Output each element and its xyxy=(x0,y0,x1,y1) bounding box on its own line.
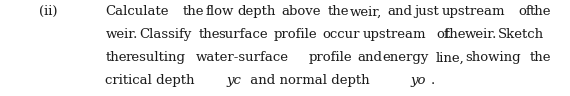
Text: Sketch: Sketch xyxy=(498,28,544,41)
Text: upstream: upstream xyxy=(363,28,426,41)
Text: upstream: upstream xyxy=(441,5,504,18)
Text: resulting: resulting xyxy=(126,51,186,64)
Text: the: the xyxy=(530,5,551,18)
Text: (ii): (ii) xyxy=(39,5,57,18)
Text: energy: energy xyxy=(383,51,429,64)
Text: just: just xyxy=(414,5,439,18)
Text: profile: profile xyxy=(274,28,317,41)
Text: above: above xyxy=(282,5,321,18)
Text: yo: yo xyxy=(410,74,426,87)
Text: surface: surface xyxy=(218,28,268,41)
Text: weir.: weir. xyxy=(465,28,496,41)
Text: flow: flow xyxy=(205,5,234,18)
Text: depth: depth xyxy=(237,5,275,18)
Text: showing: showing xyxy=(465,51,521,64)
Text: the: the xyxy=(105,51,127,64)
Text: .: . xyxy=(430,74,435,87)
Text: occur: occur xyxy=(322,28,360,41)
Text: critical depth: critical depth xyxy=(105,74,199,87)
Text: yc: yc xyxy=(226,74,241,87)
Text: weir.: weir. xyxy=(105,28,138,41)
Text: and normal depth: and normal depth xyxy=(246,74,373,87)
Text: the: the xyxy=(445,28,466,41)
Text: of: of xyxy=(518,5,531,18)
Text: the: the xyxy=(530,51,551,64)
Text: and: and xyxy=(358,51,383,64)
Text: Calculate: Calculate xyxy=(105,5,169,18)
Text: weir,: weir, xyxy=(351,5,382,18)
Text: Classify: Classify xyxy=(139,28,192,41)
Text: line,: line, xyxy=(435,51,464,64)
Text: the: the xyxy=(328,5,349,18)
Text: the: the xyxy=(198,28,220,41)
Text: water-surface: water-surface xyxy=(196,51,289,64)
Text: of: of xyxy=(437,28,449,41)
Text: and: and xyxy=(387,5,412,18)
Text: the: the xyxy=(182,5,204,18)
Text: profile: profile xyxy=(309,51,352,64)
